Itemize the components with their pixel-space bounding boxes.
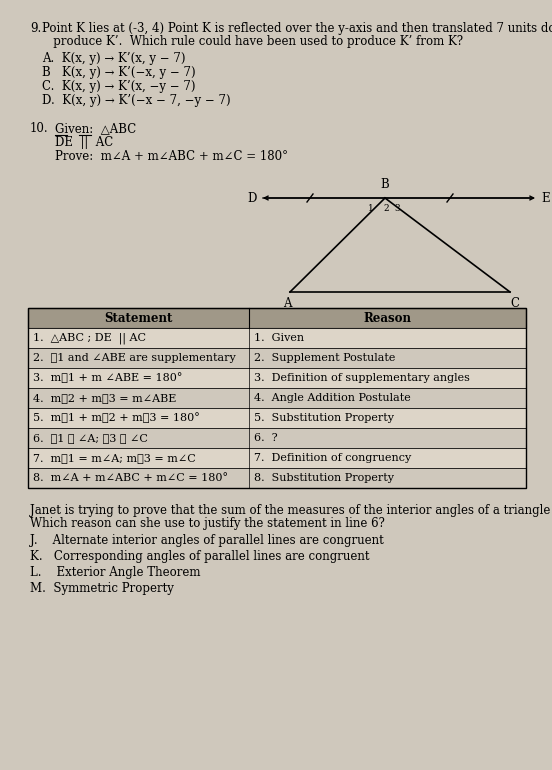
Text: 3: 3: [394, 204, 400, 213]
Text: M.  Symmetric Property: M. Symmetric Property: [30, 582, 174, 595]
Text: 1.  Given: 1. Given: [254, 333, 304, 343]
Bar: [28, 348, 526, 368]
Text: J.    Alternate interior angles of parallel lines are congruent: J. Alternate interior angles of parallel…: [30, 534, 384, 547]
Text: 7.  m∡1 = m∠A; m∡3 = m∠C: 7. m∡1 = m∠A; m∡3 = m∠C: [33, 453, 196, 463]
Text: 5.  Substitution Property: 5. Substitution Property: [254, 413, 394, 423]
Text: 1.  △ABC ; DE  || AC: 1. △ABC ; DE || AC: [33, 332, 146, 343]
Text: C: C: [511, 297, 519, 310]
Text: 6.  ∡1 ≅ ∠A; ∡3 ≅ ∠C: 6. ∡1 ≅ ∠A; ∡3 ≅ ∠C: [33, 433, 148, 443]
Text: Reason: Reason: [364, 312, 411, 324]
Text: C.  K(x, y) → K’(x, −y − 7): C. K(x, y) → K’(x, −y − 7): [42, 80, 195, 93]
Text: A: A: [283, 297, 291, 310]
Text: 6.  ?: 6. ?: [254, 433, 278, 443]
Text: 5.  m∡1 + m∡2 + m∡3 = 180°: 5. m∡1 + m∡2 + m∡3 = 180°: [33, 413, 200, 424]
Text: D: D: [247, 192, 257, 205]
Text: Given:  △ABC: Given: △ABC: [55, 122, 136, 135]
Bar: [28, 388, 526, 408]
Text: 4.  m∡2 + m∡3 = m∠ABE: 4. m∡2 + m∡3 = m∠ABE: [33, 393, 177, 403]
Text: 2.  ∡1 and ∠ABE are supplementary: 2. ∡1 and ∠ABE are supplementary: [33, 353, 236, 363]
Bar: [28, 428, 526, 448]
Text: produce K’.  Which rule could have been used to produce K’ from K?: produce K’. Which rule could have been u…: [42, 35, 463, 48]
Text: Prove:  m∠A + m∠ABC + m∠C = 180°: Prove: m∠A + m∠ABC + m∠C = 180°: [55, 150, 288, 163]
Text: Janet is trying to prove that the sum of the measures of the interior angles of : Janet is trying to prove that the sum of…: [30, 504, 552, 517]
Bar: [28, 308, 526, 328]
Text: 2: 2: [383, 204, 389, 213]
Text: 1: 1: [368, 204, 374, 213]
Bar: [28, 468, 526, 488]
Text: K.   Corresponding angles of parallel lines are congruent: K. Corresponding angles of parallel line…: [30, 550, 369, 563]
Text: 7.  Definition of congruency: 7. Definition of congruency: [254, 453, 411, 463]
Text: L.    Exterior Angle Theorem: L. Exterior Angle Theorem: [30, 566, 200, 579]
Text: B: B: [381, 178, 389, 191]
Bar: [28, 408, 526, 428]
Bar: [28, 448, 526, 468]
Text: Statement: Statement: [104, 312, 173, 324]
Text: 2.  Supplement Postulate: 2. Supplement Postulate: [254, 353, 395, 363]
Text: B   K(x, y) → K’(−x, y − 7): B K(x, y) → K’(−x, y − 7): [42, 66, 195, 79]
Bar: [28, 308, 526, 488]
Text: DE  ||  AC: DE || AC: [55, 136, 113, 149]
Text: D.  K(x, y) → K’(−x − 7, −y − 7): D. K(x, y) → K’(−x − 7, −y − 7): [42, 94, 231, 107]
Text: E: E: [542, 192, 550, 205]
Text: 8.  Substitution Property: 8. Substitution Property: [254, 473, 394, 483]
Bar: [28, 328, 526, 348]
Text: 3.  Definition of supplementary angles: 3. Definition of supplementary angles: [254, 373, 470, 383]
Text: A.  K(x, y) → K’(x, y − 7): A. K(x, y) → K’(x, y − 7): [42, 52, 185, 65]
Text: 10.: 10.: [30, 122, 49, 135]
Text: 4.  Angle Addition Postulate: 4. Angle Addition Postulate: [254, 393, 411, 403]
Text: 3.  m∡1 + m ∠ABE = 180°: 3. m∡1 + m ∠ABE = 180°: [33, 373, 182, 383]
Text: 9.: 9.: [30, 22, 41, 35]
Bar: [28, 368, 526, 388]
Text: 8.  m∠A + m∠ABC + m∠C = 180°: 8. m∠A + m∠ABC + m∠C = 180°: [33, 473, 228, 483]
Text: Which reason can she use to justify the statement in line 6?: Which reason can she use to justify the …: [30, 517, 385, 530]
Text: Point K lies at (-3, 4) Point K is reflected over the y-axis and then translated: Point K lies at (-3, 4) Point K is refle…: [42, 22, 552, 35]
